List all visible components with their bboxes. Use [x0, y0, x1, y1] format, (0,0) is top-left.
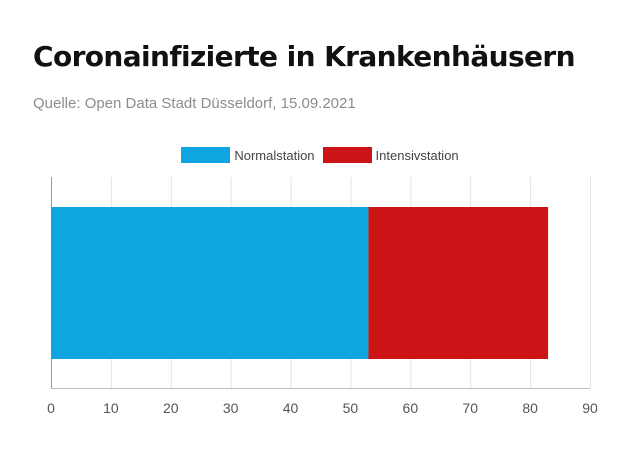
chart-title: Coronainfizierte in Krankenhäusern [33, 40, 576, 73]
x-tick-label-40: 40 [283, 400, 299, 416]
x-tick-label-50: 50 [343, 400, 359, 416]
legend-swatch-normalstation [181, 147, 231, 163]
legend-swatch-intensivstation [322, 147, 372, 163]
legend-item-intensivstation[interactable]: Intensivstation [322, 147, 459, 163]
x-axis: 0 10 20 30 40 50 60 70 80 90 [47, 388, 598, 416]
x-tick-label-80: 80 [522, 400, 538, 416]
x-tick-label-20: 20 [163, 400, 179, 416]
legend-item-normalstation[interactable]: Normalstation [181, 147, 315, 163]
bar-normalstation [51, 207, 369, 359]
x-tick-label-60: 60 [403, 400, 419, 416]
legend-label-normalstation: Normalstation [234, 147, 315, 163]
chart-legend: Normalstation Intensivstation [0, 147, 640, 163]
legend-label-intensivstation: Intensivstation [375, 147, 459, 163]
x-tick-label-90: 90 [582, 400, 598, 416]
bar-intensivstation [368, 207, 549, 359]
x-tick-label-10: 10 [103, 400, 119, 416]
x-tick-label-70: 70 [462, 400, 478, 416]
x-tick-label-0: 0 [47, 400, 55, 416]
x-tick-label-30: 30 [223, 400, 239, 416]
chart-source: Quelle: Open Data Stadt Düsseldorf, 15.0… [33, 95, 356, 112]
bars [51, 207, 549, 359]
